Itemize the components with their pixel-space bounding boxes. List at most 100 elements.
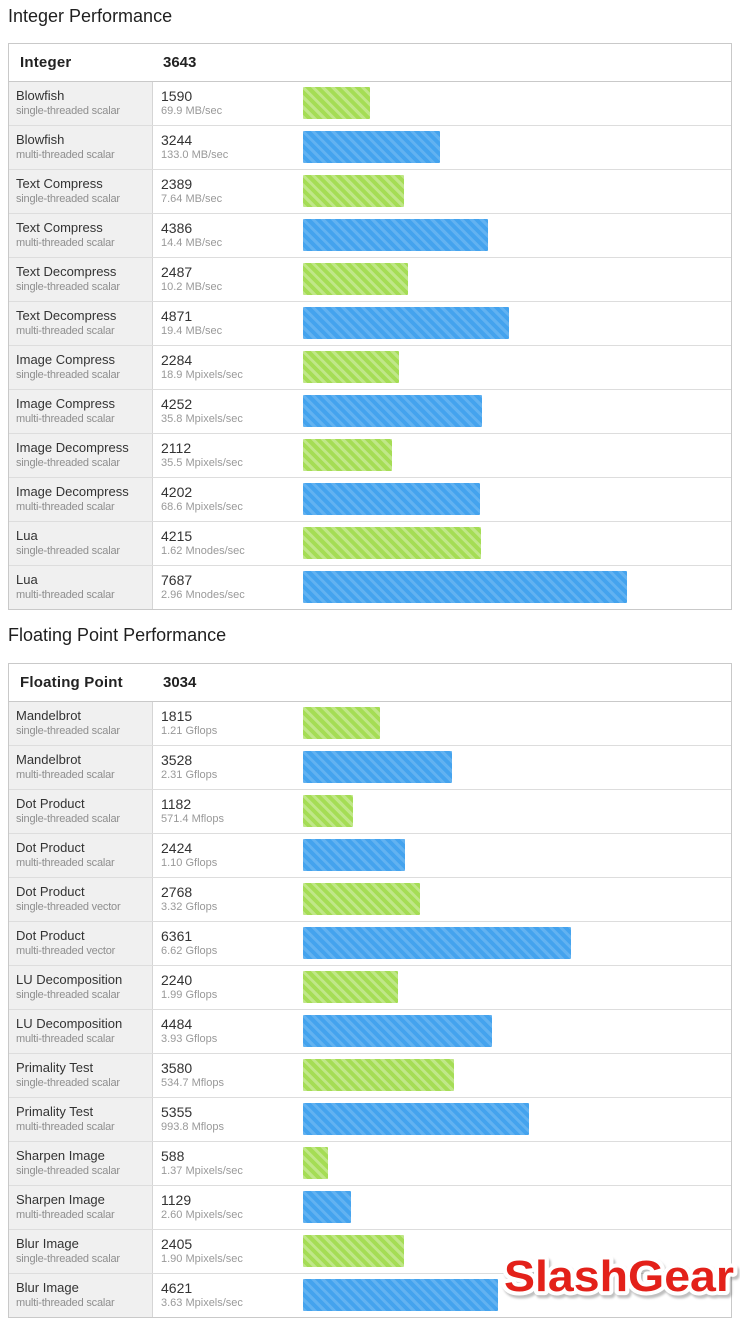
table-row: Image Decompress single-threaded scalar …: [9, 433, 731, 477]
row-score-cell: 2768 3.32 Gflops: [153, 878, 303, 921]
row-score-cell: 4252 35.8 Mpixels/sec: [153, 390, 303, 433]
row-name-cell: Text Decompress multi-threaded scalar: [9, 302, 153, 345]
row-throughput: 1.62 Mnodes/sec: [161, 545, 245, 557]
row-bar-cell: [303, 966, 731, 1009]
row-name: LU Decomposition: [16, 1016, 123, 1031]
score-bar: [303, 1235, 404, 1267]
row-score: 4621: [161, 1280, 193, 1296]
row-throughput: 69.9 MB/sec: [161, 105, 223, 117]
table-rows: Mandelbrot single-threaded scalar 1815 1…: [9, 702, 731, 1317]
row-name-cell: Image Compress multi-threaded scalar: [9, 390, 153, 433]
row-bar-cell: [303, 258, 731, 301]
row-name-cell: Dot Product multi-threaded scalar: [9, 834, 153, 877]
row-variant: multi-threaded scalar: [16, 1209, 115, 1221]
row-name-cell: Blowfish multi-threaded scalar: [9, 126, 153, 169]
score-bar: [303, 351, 399, 383]
row-name: Text Compress: [16, 220, 103, 235]
row-throughput: 2.31 Gflops: [161, 769, 218, 781]
row-score: 2768: [161, 884, 193, 900]
section-title: Floating Point Performance: [8, 625, 227, 645]
row-throughput: 68.6 Mpixels/sec: [161, 501, 243, 513]
row-name-cell: Blur Image multi-threaded scalar: [9, 1274, 153, 1317]
row-name: Dot Product: [16, 840, 85, 855]
row-throughput: 571.4 Mflops: [161, 813, 224, 825]
row-bar-cell: [303, 214, 731, 257]
table-row: Dot Product single-threaded vector 2768 …: [9, 877, 731, 921]
row-name: Primality Test: [16, 1104, 94, 1119]
score-bar: [303, 527, 481, 559]
row-name: Blur Image: [16, 1236, 79, 1251]
row-score: 588: [161, 1148, 185, 1164]
table-row: Blowfish single-threaded scalar 1590 69.…: [9, 82, 731, 125]
row-throughput: 7.64 MB/sec: [161, 193, 223, 205]
row-score: 2284: [161, 352, 193, 368]
row-score-cell: 4202 68.6 Mpixels/sec: [153, 478, 303, 521]
table-row: Text Compress single-threaded scalar 238…: [9, 169, 731, 213]
row-score: 3580: [161, 1060, 193, 1076]
row-throughput: 19.4 MB/sec: [161, 325, 223, 337]
row-name-cell: LU Decomposition single-threaded scalar: [9, 966, 153, 1009]
benchmark-table: Integer 3643 Blowfish single-threaded sc…: [8, 43, 732, 610]
watermark-logo: SlashGear: [500, 1248, 738, 1302]
score-bar: [303, 571, 627, 603]
row-name-cell: Lua multi-threaded scalar: [9, 566, 153, 609]
row-name-cell: Image Decompress single-threaded scalar: [9, 434, 153, 477]
row-variant: single-threaded scalar: [16, 105, 120, 117]
score-bar: [303, 795, 353, 827]
row-variant: single-threaded scalar: [16, 369, 120, 381]
row-name: Image Compress: [16, 352, 115, 367]
row-score-cell: 1815 1.21 Gflops: [153, 702, 303, 745]
row-score-cell: 5355 993.8 Mflops: [153, 1098, 303, 1141]
row-variant: multi-threaded scalar: [16, 589, 115, 601]
row-variant: multi-threaded scalar: [16, 413, 115, 425]
row-score: 7687: [161, 572, 193, 588]
score-bar: [303, 131, 440, 163]
row-bar-cell: [303, 434, 731, 477]
score-bar: [303, 483, 480, 515]
row-variant: single-threaded scalar: [16, 1077, 120, 1089]
row-name-cell: Lua single-threaded scalar: [9, 522, 153, 565]
table-header: Integer 3643: [9, 44, 731, 82]
row-variant: multi-threaded scalar: [16, 149, 115, 161]
row-variant: multi-threaded scalar: [16, 1297, 115, 1309]
row-throughput: 3.32 Gflops: [161, 901, 218, 913]
header-label: Floating Point: [20, 674, 123, 691]
row-bar-cell: [303, 1098, 731, 1141]
score-bar: [303, 927, 571, 959]
table-row: Blowfish multi-threaded scalar 3244 133.…: [9, 125, 731, 169]
score-bar: [303, 1147, 328, 1179]
score-bar: [303, 395, 482, 427]
row-score: 4871: [161, 308, 193, 324]
row-name: Lua: [16, 528, 38, 543]
row-score: 1129: [161, 1192, 192, 1208]
row-score-cell: 4215 1.62 Mnodes/sec: [153, 522, 303, 565]
row-bar-cell: [303, 1010, 731, 1053]
row-name-cell: Text Compress multi-threaded scalar: [9, 214, 153, 257]
table-row: Lua multi-threaded scalar 7687 2.96 Mnod…: [9, 565, 731, 609]
table-row: Text Compress multi-threaded scalar 4386…: [9, 213, 731, 257]
row-variant: multi-threaded scalar: [16, 1121, 115, 1133]
score-bar: [303, 263, 408, 295]
row-throughput: 3.63 Mpixels/sec: [161, 1297, 243, 1309]
row-bar-cell: [303, 522, 731, 565]
row-score: 4484: [161, 1016, 193, 1032]
row-bar-cell: [303, 566, 731, 609]
row-name-cell: Primality Test multi-threaded scalar: [9, 1098, 153, 1141]
row-score-cell: 4621 3.63 Mpixels/sec: [153, 1274, 303, 1317]
row-bar-cell: [303, 702, 731, 745]
row-name: Mandelbrot: [16, 708, 82, 723]
row-name: Image Decompress: [16, 440, 129, 455]
row-variant: multi-threaded scalar: [16, 769, 115, 781]
row-score-cell: 2487 10.2 MB/sec: [153, 258, 303, 301]
score-bar: [303, 307, 509, 339]
row-name-cell: LU Decomposition multi-threaded scalar: [9, 1010, 153, 1053]
row-score-cell: 2240 1.99 Gflops: [153, 966, 303, 1009]
score-bar: [303, 971, 398, 1003]
section-title: Integer Performance: [8, 6, 173, 26]
row-bar-cell: [303, 170, 731, 213]
row-score-cell: 4484 3.93 Gflops: [153, 1010, 303, 1053]
row-throughput: 35.8 Mpixels/sec: [161, 413, 243, 425]
table-row: Image Compress multi-threaded scalar 425…: [9, 389, 731, 433]
row-variant: single-threaded scalar: [16, 1165, 120, 1177]
row-throughput: 6.62 Gflops: [161, 945, 218, 957]
